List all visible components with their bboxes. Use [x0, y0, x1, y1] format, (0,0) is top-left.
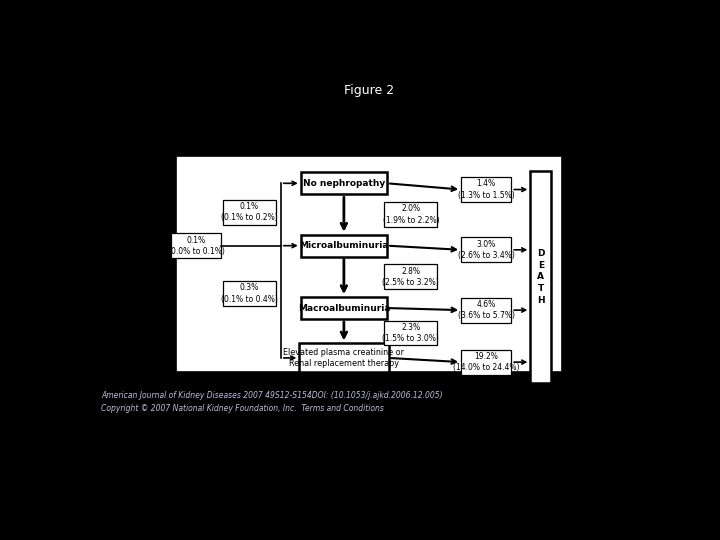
FancyBboxPatch shape	[301, 172, 387, 194]
Text: 0.3%
(0.1% to 0.4%): 0.3% (0.1% to 0.4%)	[220, 284, 277, 303]
FancyBboxPatch shape	[530, 171, 552, 383]
FancyBboxPatch shape	[384, 202, 437, 227]
Text: 2.8%
(2.5% to 3.2%): 2.8% (2.5% to 3.2%)	[382, 267, 439, 287]
Text: American Journal of Kidney Diseases 2007 49S12-S154DOI: (10.1053/j.ajkd.2006.12.: American Journal of Kidney Diseases 2007…	[101, 391, 443, 400]
Text: D
E
A
T
H: D E A T H	[537, 249, 544, 305]
Text: No nephropathy: No nephropathy	[303, 179, 385, 188]
FancyBboxPatch shape	[301, 235, 387, 256]
Text: 1.4%
(1.3% to 1.5%): 1.4% (1.3% to 1.5%)	[458, 179, 515, 200]
Text: Elevated plasma creatinine or
Renal replacement therapy: Elevated plasma creatinine or Renal repl…	[284, 348, 405, 368]
Text: 0.1%
(0.1% to 0.2%): 0.1% (0.1% to 0.2%)	[220, 202, 277, 222]
Text: Macroalbuminuria: Macroalbuminuria	[297, 303, 390, 313]
FancyBboxPatch shape	[176, 156, 562, 373]
Text: Figure 2: Figure 2	[344, 84, 394, 97]
FancyBboxPatch shape	[461, 349, 511, 375]
Text: 19.2%
(14.0% to 24.4%): 19.2% (14.0% to 24.4%)	[453, 352, 519, 372]
Text: 4.6%
(3.6% to 5.7%): 4.6% (3.6% to 5.7%)	[458, 300, 515, 320]
Text: Copyright © 2007 National Kidney Foundation, Inc.  Terms and Conditions: Copyright © 2007 National Kidney Foundat…	[101, 404, 384, 413]
FancyBboxPatch shape	[384, 265, 437, 289]
Text: Microalbuminuria: Microalbuminuria	[299, 241, 389, 250]
FancyBboxPatch shape	[384, 321, 437, 346]
FancyBboxPatch shape	[461, 298, 511, 322]
Text: 2.0%
(1.9% to 2.2%): 2.0% (1.9% to 2.2%)	[382, 205, 439, 225]
FancyBboxPatch shape	[300, 343, 389, 373]
Text: 0.1%
(0.0% to 0.1%): 0.1% (0.0% to 0.1%)	[168, 235, 225, 256]
FancyBboxPatch shape	[301, 297, 387, 319]
FancyBboxPatch shape	[222, 281, 276, 306]
FancyBboxPatch shape	[461, 177, 511, 202]
FancyBboxPatch shape	[461, 238, 511, 262]
FancyBboxPatch shape	[222, 200, 276, 225]
Text: 3.0%
(2.6% to 3.4%): 3.0% (2.6% to 3.4%)	[458, 240, 515, 260]
FancyBboxPatch shape	[171, 233, 221, 258]
Text: 2.3%
(1.5% to 3.0%): 2.3% (1.5% to 3.0%)	[382, 323, 439, 343]
